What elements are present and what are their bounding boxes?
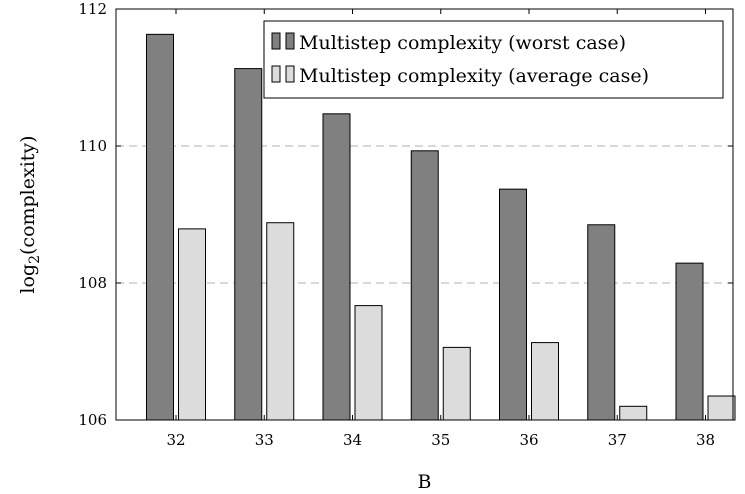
bar-average-case — [619, 405, 648, 421]
bar-worst-case — [410, 150, 439, 421]
bar-worst-case — [146, 33, 174, 421]
bar-average-case — [354, 305, 383, 421]
bar-worst-case — [587, 224, 616, 421]
bar-average-case — [707, 395, 736, 421]
bar-average-case — [442, 346, 471, 421]
axis-ticks: 32 33 34 35 36 37 38 106 108 110 112 — [78, 0, 733, 449]
y-tick-label: 108 — [78, 274, 107, 292]
legend-box — [263, 20, 724, 99]
bar-worst-case — [499, 188, 527, 421]
plot-frame — [115, 8, 734, 421]
y-tick-label: 110 — [78, 137, 107, 155]
bar-worst-case — [675, 262, 704, 421]
bar-worst-case — [322, 113, 351, 421]
bar-worst-case — [234, 68, 263, 421]
legend-swatch-average-case — [271, 65, 281, 83]
y-tick-label: 106 — [78, 411, 107, 429]
grid-lines — [116, 145, 733, 284]
legend-swatch-worst-case — [285, 32, 295, 50]
bar-average-case — [531, 342, 559, 421]
bar-average-case — [178, 228, 206, 421]
legend-entry-average-case: Multistep complexity (average case) — [271, 65, 649, 87]
y-axis-label-rest: (complexity) — [17, 135, 39, 255]
y-axis-label-log: log — [17, 264, 39, 294]
y-axis-label-subscript: 2 — [27, 255, 43, 264]
x-tick-label: 32 — [166, 431, 185, 449]
y-axis-label: log2(complexity) — [17, 135, 43, 293]
x-tick-label: 34 — [343, 431, 362, 449]
legend-label-average-case: Multistep complexity (average case) — [299, 65, 649, 87]
x-tick-label: 33 — [255, 431, 274, 449]
x-tick-label: 37 — [608, 431, 627, 449]
legend-label-worst-case: Multistep complexity (worst case) — [299, 32, 626, 54]
x-axis-label: B — [418, 471, 432, 493]
x-tick-label: 38 — [696, 431, 715, 449]
bar-average-case — [266, 222, 295, 421]
legend-swatch-worst-case — [271, 32, 281, 50]
x-tick-label: 35 — [431, 431, 450, 449]
y-tick-label: 112 — [78, 0, 107, 18]
bars — [146, 33, 736, 421]
legend-swatch-average-case — [285, 65, 295, 83]
legend: Multistep complexity (worst case) Multis… — [263, 20, 724, 99]
legend-entry-worst-case: Multistep complexity (worst case) — [271, 32, 626, 54]
x-tick-label: 36 — [519, 431, 538, 449]
